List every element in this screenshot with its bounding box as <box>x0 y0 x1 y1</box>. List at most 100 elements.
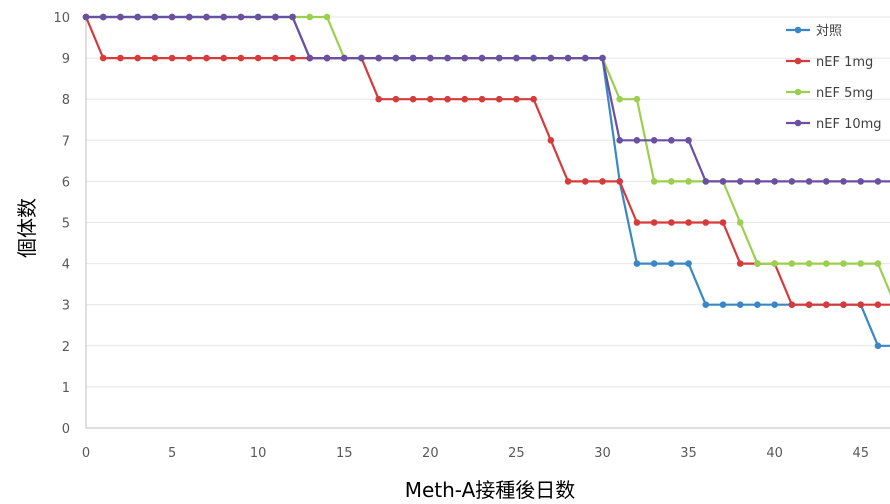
data-point <box>633 137 641 144</box>
data-point <box>99 54 107 62</box>
data-point <box>478 54 486 62</box>
data-point <box>719 301 727 309</box>
data-point <box>134 13 141 21</box>
data-point <box>513 95 520 103</box>
axes <box>85 17 890 429</box>
y-tick-label: 10 <box>53 11 70 26</box>
data-point <box>616 95 624 103</box>
data-point <box>581 54 589 62</box>
legend-item: nEF 1mg <box>786 55 873 70</box>
data-point <box>736 178 744 185</box>
data-point <box>685 137 692 144</box>
data-point <box>272 54 279 62</box>
data-point <box>650 178 658 185</box>
data-point <box>822 178 830 185</box>
data-point <box>117 13 124 21</box>
legend-swatch-marker <box>794 26 802 34</box>
data-point <box>409 54 417 62</box>
data-point <box>668 137 675 144</box>
data-point <box>185 54 193 62</box>
data-point <box>754 178 761 185</box>
data-point <box>581 178 589 185</box>
y-tick-label: 2 <box>62 340 70 355</box>
data-point <box>702 301 710 309</box>
data-point <box>461 95 469 103</box>
data-point <box>805 301 813 309</box>
y-tick-labels: 0 1 2 3 4 5 6 7 8 9 10 <box>53 11 70 437</box>
y-tick-label: 4 <box>62 258 70 273</box>
data-point <box>668 219 675 226</box>
data-point <box>117 54 124 62</box>
data-point <box>599 54 606 62</box>
data-point <box>702 178 710 185</box>
x-tick-label: 45 <box>852 446 869 461</box>
y-axis-title: 個体数 <box>15 198 39 258</box>
data-point <box>822 301 830 309</box>
data-point <box>203 54 210 62</box>
data-point <box>685 178 692 185</box>
data-point <box>134 54 141 62</box>
data-point <box>771 260 778 267</box>
y-tick-label: 1 <box>62 381 70 396</box>
data-point <box>478 95 486 103</box>
legend-swatch-marker <box>794 119 802 127</box>
legend-item: nEF 10mg <box>786 117 882 132</box>
data-point <box>822 260 830 267</box>
data-point <box>719 178 727 185</box>
data-point <box>323 13 331 21</box>
data-point <box>495 54 503 62</box>
x-tick-label: 20 <box>422 446 439 461</box>
data-point <box>547 54 555 62</box>
x-tick-label: 25 <box>508 446 525 461</box>
legend-label: 対照 <box>816 24 842 39</box>
data-point <box>547 137 555 144</box>
data-point <box>805 178 813 185</box>
data-point <box>840 260 847 267</box>
series-group <box>82 13 890 350</box>
data-point <box>513 54 520 62</box>
data-point <box>840 178 847 185</box>
data-point <box>461 54 469 62</box>
data-point <box>237 13 245 21</box>
data-point <box>427 95 434 103</box>
x-tick-label: 0 <box>82 446 90 461</box>
data-point <box>289 13 296 21</box>
y-tick-label: 9 <box>62 52 70 67</box>
data-point <box>203 13 210 21</box>
data-point <box>616 178 624 185</box>
data-point <box>530 54 537 62</box>
gridlines <box>86 16 890 388</box>
data-point <box>375 54 382 62</box>
legend-item: 対照 <box>786 24 842 39</box>
data-point <box>185 13 193 21</box>
y-tick-label: 7 <box>62 134 70 149</box>
data-point <box>99 13 107 21</box>
data-point <box>771 301 778 309</box>
data-point <box>323 54 331 62</box>
data-point <box>840 301 847 309</box>
data-point <box>151 54 159 62</box>
data-point <box>719 219 727 226</box>
data-point <box>168 13 176 21</box>
data-point <box>495 95 503 103</box>
data-point <box>736 260 744 267</box>
data-point <box>306 54 314 62</box>
data-point <box>599 178 606 185</box>
data-point <box>736 301 744 309</box>
data-point <box>375 95 382 103</box>
data-point <box>564 54 572 62</box>
data-point <box>633 95 641 103</box>
data-point <box>685 260 692 267</box>
data-point <box>650 137 658 144</box>
legend: 対照 nEF 1mg nEF 5mg nEF 10mg <box>786 24 882 132</box>
data-point <box>754 260 761 267</box>
data-point <box>409 95 417 103</box>
legend-item: nEF 5mg <box>786 86 873 101</box>
data-point <box>788 301 796 309</box>
legend-label: nEF 10mg <box>816 117 882 132</box>
x-tick-label: 10 <box>250 446 267 461</box>
y-tick-label: 0 <box>62 422 70 437</box>
data-point <box>771 178 778 185</box>
data-point <box>874 301 882 309</box>
y-tick-label: 5 <box>62 217 70 232</box>
